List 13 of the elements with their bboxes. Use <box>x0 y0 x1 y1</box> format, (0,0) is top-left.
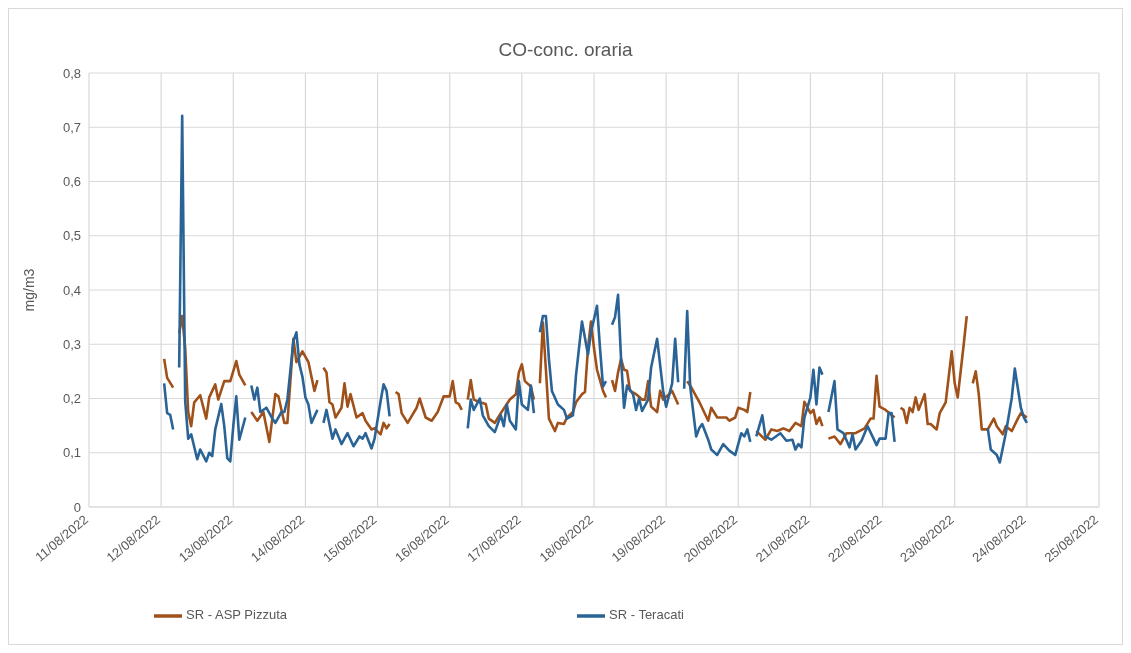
y-tick-label: 0,8 <box>62 65 81 81</box>
y-tick-label: 0,6 <box>62 174 81 190</box>
y-tick-label: 0 <box>73 499 81 515</box>
y-tick-label: 0,5 <box>62 228 81 244</box>
legend-label: SR - ASP Pizzuta <box>186 607 287 623</box>
chart-title: CO-conc. oraria <box>497 39 634 62</box>
legend-label: SR - Teracati <box>609 607 684 623</box>
y-tick-label: 0,3 <box>62 336 81 352</box>
y-tick-label: 0,7 <box>62 119 81 135</box>
y-tick-label: 0,1 <box>62 445 81 461</box>
y-tick-label: 0,4 <box>62 282 81 298</box>
y-axis-title: mg/m3 <box>20 268 37 312</box>
y-tick-label: 0,2 <box>62 391 81 407</box>
